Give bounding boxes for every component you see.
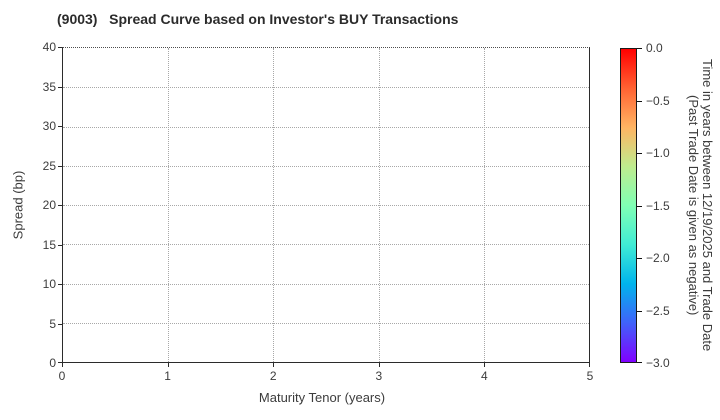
plot-area (62, 47, 590, 363)
colorbar-axis-label-line2: (Past Trade Date is given as negative) (686, 95, 701, 316)
y-tick-mark (58, 284, 62, 285)
x-tick-label: 4 (481, 369, 488, 383)
y-tick-mark (58, 205, 62, 206)
x-tick-label: 5 (586, 369, 594, 383)
y-tick-label: 30 (42, 119, 56, 133)
colorbar-axis-label: Time in years between 12/19/2025 and Tra… (684, 48, 715, 363)
y-tick-label: 20 (42, 198, 56, 212)
colorbar-tick-label: −0.5 (646, 93, 670, 108)
colorbar-tick-mark (637, 205, 642, 207)
colorbar-tick-label: −1.0 (646, 146, 670, 160)
gridline-horizontal (63, 126, 589, 128)
y-tick-mark (58, 362, 62, 363)
gridline-horizontal (63, 87, 589, 89)
y-tick-mark (58, 244, 62, 246)
colorbar-tick-mark (637, 310, 642, 312)
gridline-horizontal (63, 244, 589, 246)
y-tick-label: 15 (42, 237, 56, 252)
colorbar-axis-label-line1: Time in years between 12/19/2025 and Tra… (700, 59, 715, 352)
colorbar-tick-label: −2.5 (646, 303, 670, 318)
chart-title: (9003) Spread Curve based on Investor's … (57, 11, 459, 27)
x-tick-mark (167, 363, 169, 367)
y-tick-label: 10 (42, 277, 56, 291)
x-tick-mark (273, 363, 275, 367)
colorbar-tick-label: −3.0 (646, 356, 670, 370)
colorbar-tick-mark (637, 100, 642, 102)
x-tick-label: 3 (375, 369, 383, 383)
x-tick-mark (484, 363, 486, 367)
y-tick-mark (58, 47, 62, 48)
y-tick-mark (58, 86, 62, 88)
y-tick-mark (58, 126, 62, 127)
colorbar-tick-label: 0.0 (646, 41, 663, 55)
colorbar-tick-label: −2.0 (646, 251, 670, 265)
y-tick-mark (58, 165, 62, 167)
colorbar-gradient (620, 48, 637, 363)
x-tick-mark (378, 363, 380, 367)
gridline-horizontal (63, 322, 589, 324)
x-tick-mark (589, 363, 590, 367)
gridline-horizontal (63, 283, 589, 285)
colorbar-tick-mark (637, 153, 642, 154)
y-tick-mark (58, 323, 62, 325)
x-tick-label: 0 (58, 369, 66, 383)
colorbar-tick-mark (637, 362, 642, 363)
y-tick-label: 0 (49, 356, 56, 370)
x-axis-label: Maturity Tenor (years) (258, 390, 386, 405)
x-tick-mark (62, 363, 63, 367)
x-tick-label: 1 (164, 369, 171, 383)
y-tick-label: 35 (42, 79, 56, 94)
y-tick-label: 5 (49, 316, 56, 331)
y-tick-label: 25 (42, 158, 56, 173)
gridline-horizontal (63, 165, 589, 167)
colorbar-tick-label: −1.5 (646, 198, 670, 213)
x-tick-label: 2 (269, 369, 277, 383)
y-tick-label: 40 (42, 40, 56, 54)
colorbar-tick-mark (637, 48, 642, 49)
gridline-horizontal (63, 205, 589, 206)
colorbar-tick-mark (637, 258, 642, 259)
